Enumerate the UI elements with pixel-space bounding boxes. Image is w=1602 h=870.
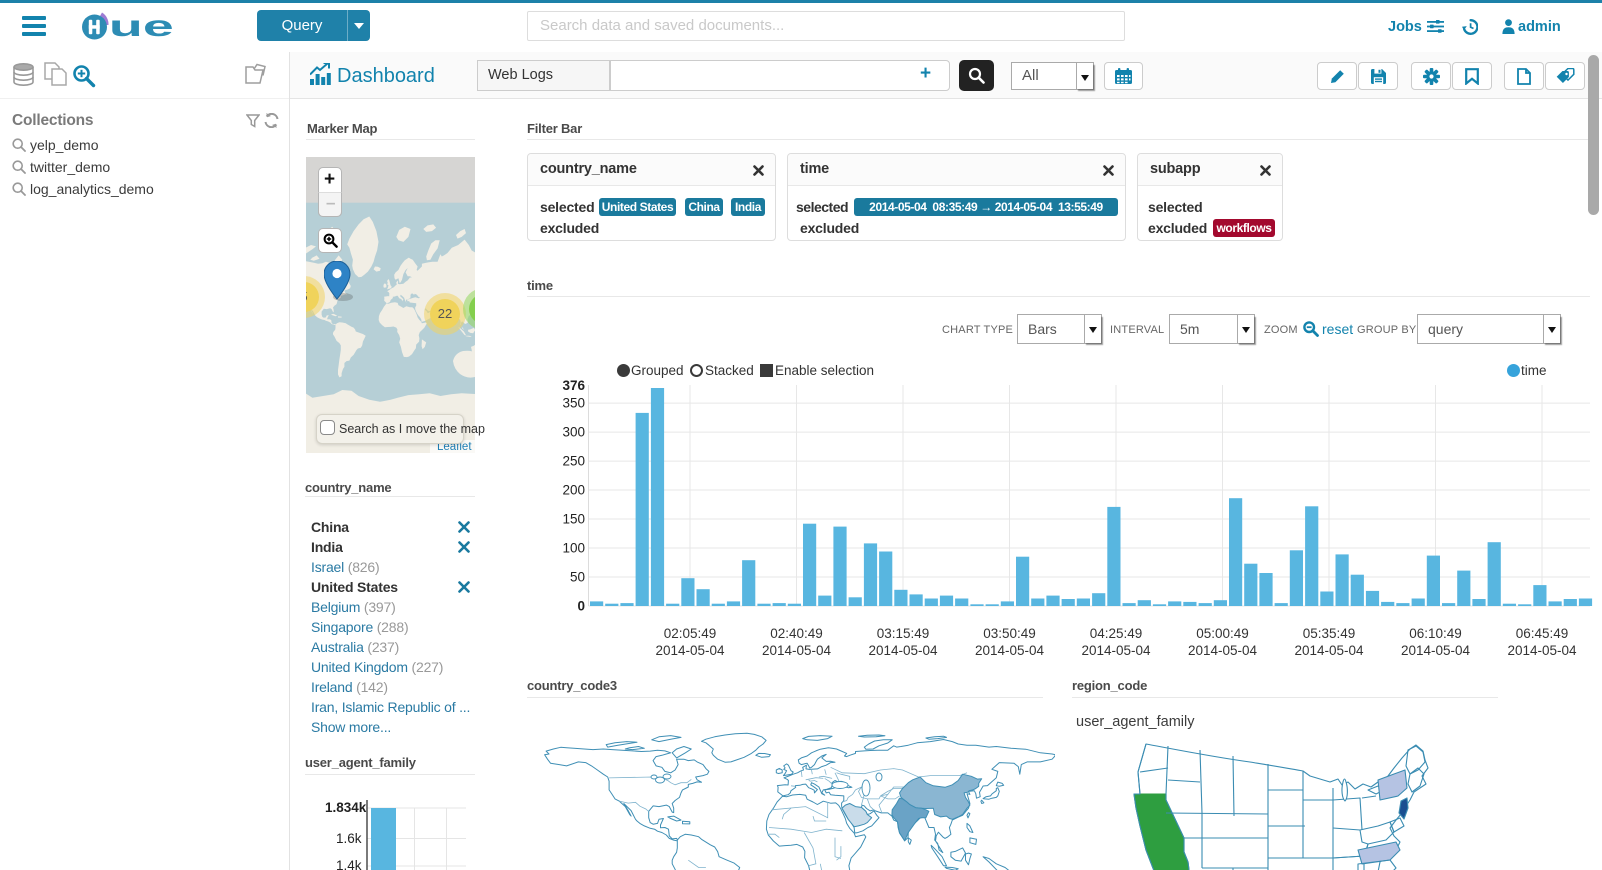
svg-text:06:10:49: 06:10:49 <box>1409 626 1462 641</box>
svg-text:03:15:49: 03:15:49 <box>877 626 930 641</box>
svg-text:2014-05-04: 2014-05-04 <box>1294 643 1364 658</box>
svg-text:2014-05-04: 2014-05-04 <box>762 643 832 658</box>
svg-text:250: 250 <box>562 454 585 469</box>
svg-text:05:00:49: 05:00:49 <box>1196 626 1249 641</box>
svg-text:200: 200 <box>562 483 585 498</box>
svg-text:350: 350 <box>562 396 585 411</box>
svg-text:376: 376 <box>562 378 585 393</box>
svg-text:2014-05-04: 2014-05-04 <box>975 643 1045 658</box>
svg-text:ue: ue <box>109 11 174 43</box>
svg-text:02:05:49: 02:05:49 <box>664 626 717 641</box>
svg-text:300: 300 <box>562 425 585 440</box>
svg-text:02:40:49: 02:40:49 <box>770 626 823 641</box>
svg-text:0: 0 <box>577 599 585 614</box>
svg-text:2014-05-04: 2014-05-04 <box>655 643 725 658</box>
svg-text:2014-05-04: 2014-05-04 <box>868 643 938 658</box>
svg-text:150: 150 <box>562 512 585 527</box>
svg-text:2014-05-04: 2014-05-04 <box>1188 643 1258 658</box>
svg-text:06:45:49: 06:45:49 <box>1516 626 1569 641</box>
svg-text:05:35:49: 05:35:49 <box>1303 626 1356 641</box>
svg-text:03:50:49: 03:50:49 <box>983 626 1036 641</box>
svg-text:2014-05-04: 2014-05-04 <box>1507 643 1577 658</box>
svg-text:04:25:49: 04:25:49 <box>1090 626 1143 641</box>
svg-text:100: 100 <box>562 541 585 556</box>
svg-text:2014-05-04: 2014-05-04 <box>1401 643 1471 658</box>
svg-text:2014-05-04: 2014-05-04 <box>1081 643 1151 658</box>
svg-text:50: 50 <box>570 570 585 585</box>
